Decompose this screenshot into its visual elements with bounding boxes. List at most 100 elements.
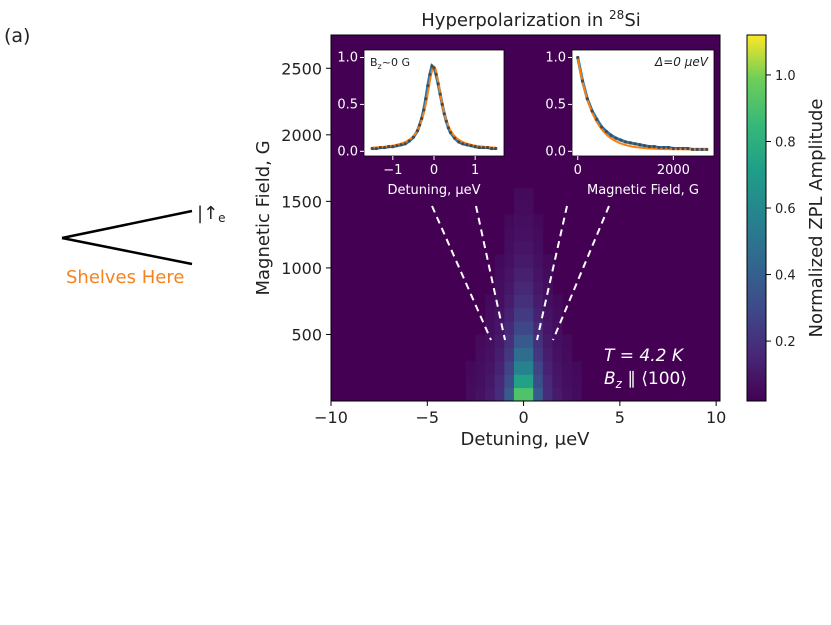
- inset-y-tick-label: 0.0: [545, 144, 566, 159]
- field-orientation-annotation: Bz ∥ ⟨100⟩: [604, 369, 687, 391]
- inset-y-tick-label: 0.5: [337, 97, 358, 112]
- data-point: [614, 136, 618, 140]
- heatmap-cell: [494, 387, 505, 402]
- data-point: [403, 142, 407, 146]
- data-point: [477, 145, 481, 150]
- data-point: [481, 145, 486, 150]
- x-axis: −10 −5 0 5 10: [314, 401, 726, 427]
- temperature-annotation: T = 4.2 K: [604, 346, 685, 366]
- heatmap-cell: [513, 241, 524, 255]
- heatmap-cell: [485, 347, 496, 362]
- heatmap-cell: [552, 347, 563, 362]
- data-point: [695, 147, 699, 152]
- level-label: |↑e: [197, 203, 226, 225]
- heatmap-cell: [542, 307, 553, 322]
- heatmap-cell: [513, 254, 524, 269]
- fit-curve: [576, 57, 707, 151]
- data-point: [387, 145, 391, 149]
- x-tick-label: −5: [415, 408, 439, 427]
- heatmap-cell: [485, 321, 496, 335]
- data-point: [623, 140, 628, 144]
- heatmap-cell: [485, 387, 496, 402]
- heatmap-cell: [523, 374, 534, 389]
- heatmap-cell: [533, 307, 544, 322]
- heatmap-cell: [523, 361, 534, 375]
- heatmap-cell: [504, 334, 515, 349]
- data-point: [420, 116, 424, 121]
- heatmap-cell: [523, 227, 534, 242]
- data-point: [407, 139, 411, 143]
- y-tick-label: 1000: [281, 259, 322, 278]
- heatmap-cell: [513, 374, 524, 389]
- heatmap-cell: [571, 387, 582, 402]
- heatmap-cell: [552, 361, 563, 375]
- x-tick-label: −10: [314, 408, 348, 427]
- heatmap-cell: [513, 347, 524, 362]
- heatmap-cell: [533, 294, 544, 309]
- data-point: [370, 146, 374, 151]
- heatmap-cell: [504, 241, 515, 255]
- heatmap-cell: [504, 321, 515, 335]
- data-point: [686, 146, 690, 151]
- data-point: [434, 72, 438, 76]
- heatmap-cell: [571, 361, 582, 375]
- heatmap-cell: [475, 387, 486, 402]
- data-point: [662, 145, 666, 150]
- heatmap-cell: [523, 347, 534, 362]
- heatmap-cell: [533, 321, 544, 335]
- heatmap-cell: [465, 361, 476, 375]
- data-point: [382, 145, 387, 150]
- inset-x-tick-label: 1: [471, 163, 479, 178]
- data-point: [647, 145, 652, 149]
- data-point: [633, 142, 637, 146]
- heatmap-cell: [533, 254, 544, 269]
- heatmap-cell: [533, 387, 544, 402]
- inset-left-annotation: Bz~0 G: [370, 56, 410, 71]
- data-point: [690, 147, 695, 152]
- heatmap-cell: [494, 321, 505, 335]
- data-point: [422, 108, 426, 112]
- heatmap-cell: [533, 361, 544, 375]
- heatmap-cell: [504, 361, 515, 375]
- y-axis: 500 1000 1500 2000 2500: [281, 59, 331, 344]
- heatmap-cell: [523, 188, 534, 202]
- heatmap-cell: [533, 334, 544, 349]
- inset-x-tick-label: −1: [383, 163, 402, 178]
- data-point: [671, 146, 675, 151]
- heatmap-cell: [485, 374, 496, 389]
- heatmap-cell: [513, 214, 524, 229]
- data-point: [580, 79, 585, 83]
- heatmap-cell: [523, 334, 534, 349]
- colorbar-ticks: 0.2 0.4 0.6 0.8 1.0: [766, 69, 796, 350]
- heatmap-cell: [542, 387, 553, 402]
- panel-label: (a): [4, 25, 30, 47]
- y-axis-label: Magnetic Field, G: [253, 140, 274, 295]
- heatmap-cell: [533, 347, 544, 362]
- heatmap-cell: [504, 347, 515, 362]
- x-tick-label: 5: [615, 408, 625, 427]
- heatmap-cell: [542, 254, 553, 269]
- heatmap-cell: [533, 227, 544, 242]
- heatmap-cell: [504, 267, 515, 282]
- data-point: [643, 144, 647, 148]
- inset-left-xlabel: Detuning, μeV: [387, 183, 480, 198]
- heatmap-cell: [504, 214, 515, 229]
- heatmap-cell: [465, 374, 476, 389]
- inset-right-xlabel: Magnetic Field, G: [587, 183, 699, 198]
- inset-right-frame: [571, 49, 715, 157]
- heatmap-cell: [494, 281, 505, 295]
- inset-y-tick-label: 1.0: [545, 51, 566, 66]
- heatmap-cell: [485, 334, 496, 349]
- heatmap-cell: [494, 294, 505, 309]
- inset-connector-lines: [431, 205, 610, 341]
- heatmap-cell: [533, 214, 544, 229]
- heatmap-cell: [504, 387, 515, 402]
- heatmap-cell: [513, 227, 524, 242]
- x-axis-label: Detuning, μeV: [461, 429, 591, 450]
- heatmap-cell: [513, 267, 524, 282]
- plot-frame: [330, 34, 721, 402]
- heatmap-cell: [542, 267, 553, 282]
- inset-left: −1 0 1 0.0 0.5 1.0 Bz~0 G Detuning, μeV: [337, 49, 505, 198]
- data-point: [666, 145, 671, 150]
- heatmap-cell: [552, 307, 563, 322]
